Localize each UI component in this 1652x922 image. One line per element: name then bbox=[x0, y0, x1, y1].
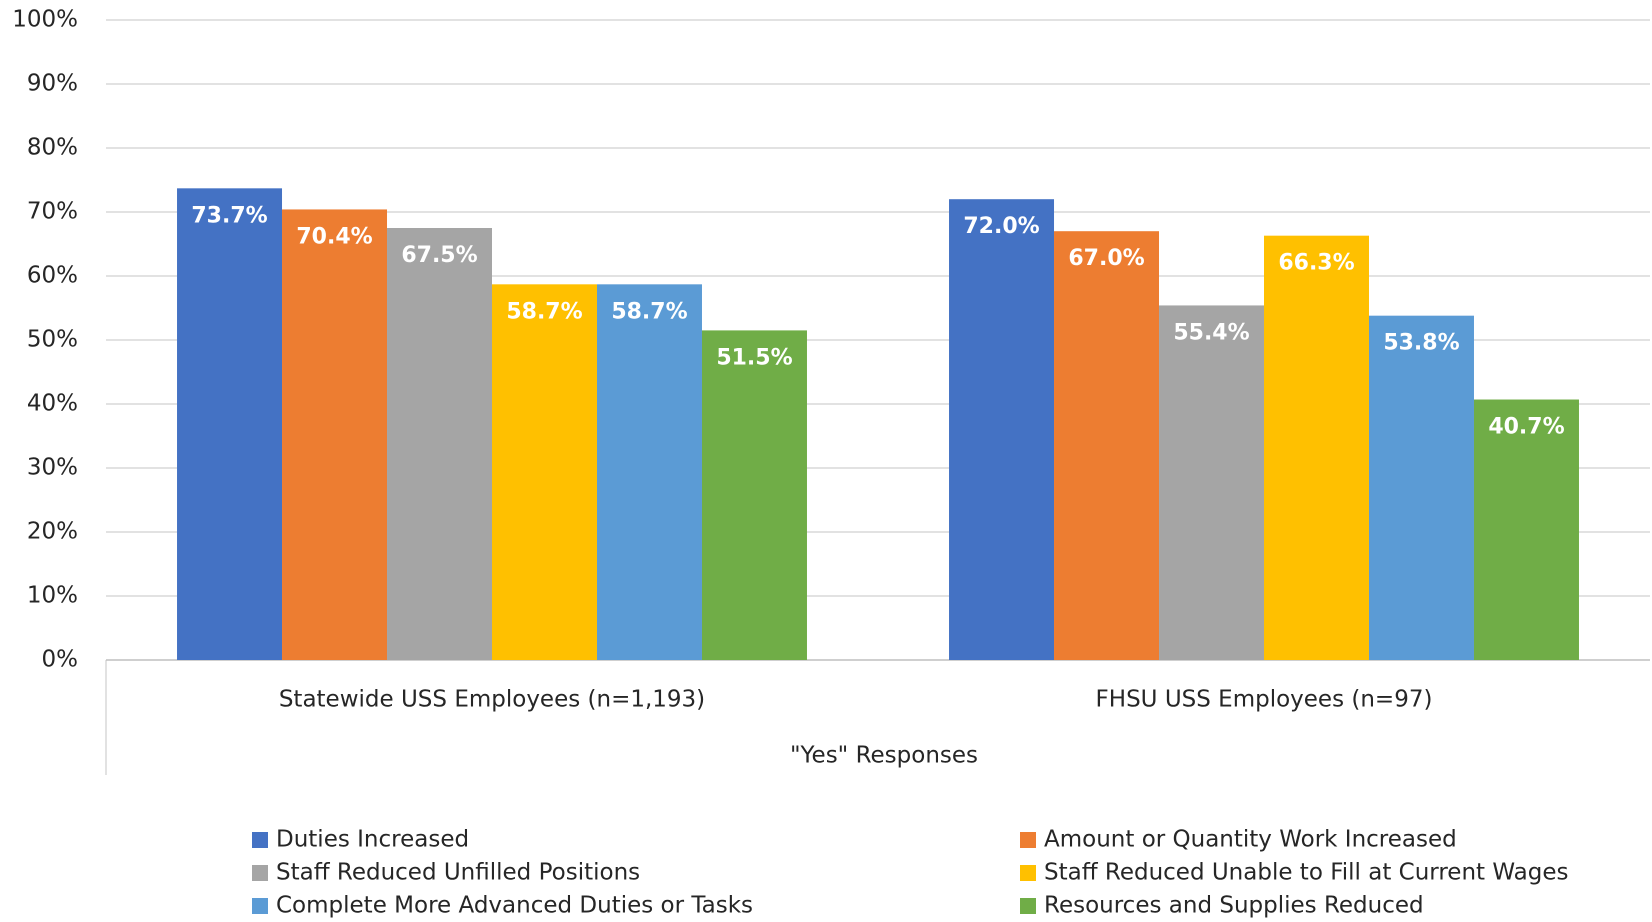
legend-label: Complete More Advanced Duties or Tasks bbox=[276, 893, 753, 919]
legend-label: Duties Increased bbox=[276, 827, 469, 853]
y-tick-label: 40% bbox=[27, 391, 78, 417]
bar bbox=[1264, 235, 1369, 660]
legend-label: Staff Reduced Unable to Fill at Current … bbox=[1044, 860, 1568, 886]
legend-label: Amount or Quantity Work Increased bbox=[1044, 827, 1457, 853]
y-tick-label: 20% bbox=[27, 519, 78, 545]
data-label: 70.4% bbox=[296, 224, 372, 249]
bar bbox=[1473, 399, 1579, 660]
bar bbox=[282, 209, 388, 660]
data-label: 72.0% bbox=[963, 214, 1039, 239]
legend-swatch bbox=[252, 832, 268, 848]
legend-swatch bbox=[1020, 832, 1036, 848]
bar bbox=[701, 330, 807, 660]
y-tick-label: 100% bbox=[12, 7, 78, 33]
data-label: 73.7% bbox=[191, 203, 267, 228]
bar bbox=[1368, 315, 1474, 660]
data-label: 40.7% bbox=[1488, 415, 1564, 440]
data-label: 67.5% bbox=[401, 243, 477, 268]
x-axis-title: "Yes" Responses bbox=[790, 743, 978, 769]
bar bbox=[177, 188, 283, 660]
data-label: 58.7% bbox=[611, 299, 687, 324]
y-tick-label: 70% bbox=[27, 199, 78, 225]
legend-label: Resources and Supplies Reduced bbox=[1044, 893, 1424, 919]
legend-label: Staff Reduced Unfilled Positions bbox=[276, 860, 640, 886]
y-tick-label: 10% bbox=[27, 583, 78, 609]
bar bbox=[949, 199, 1055, 660]
legend-swatch bbox=[252, 865, 268, 881]
bar bbox=[1054, 231, 1160, 660]
data-label: 66.3% bbox=[1278, 251, 1354, 276]
y-tick-label: 80% bbox=[27, 135, 78, 161]
data-label: 67.0% bbox=[1068, 246, 1144, 271]
bar bbox=[387, 228, 492, 660]
legend-swatch bbox=[1020, 865, 1036, 881]
y-tick-label: 0% bbox=[42, 647, 79, 673]
x-tick-label: Statewide USS Employees (n=1,193) bbox=[279, 687, 705, 713]
y-tick-label: 30% bbox=[27, 455, 78, 481]
bar bbox=[1159, 305, 1264, 660]
data-label: 55.4% bbox=[1173, 320, 1249, 345]
bar bbox=[492, 284, 597, 660]
y-tick-label: 60% bbox=[27, 263, 78, 289]
data-label: 53.8% bbox=[1383, 331, 1459, 356]
bar bbox=[596, 284, 702, 660]
legend-swatch bbox=[252, 898, 268, 914]
x-tick-label: FHSU USS Employees (n=97) bbox=[1096, 687, 1433, 713]
legend-swatch bbox=[1020, 898, 1036, 914]
data-label: 51.5% bbox=[716, 345, 792, 370]
y-tick-label: 90% bbox=[27, 71, 78, 97]
y-tick-label: 50% bbox=[27, 327, 78, 353]
data-label: 58.7% bbox=[506, 299, 582, 324]
